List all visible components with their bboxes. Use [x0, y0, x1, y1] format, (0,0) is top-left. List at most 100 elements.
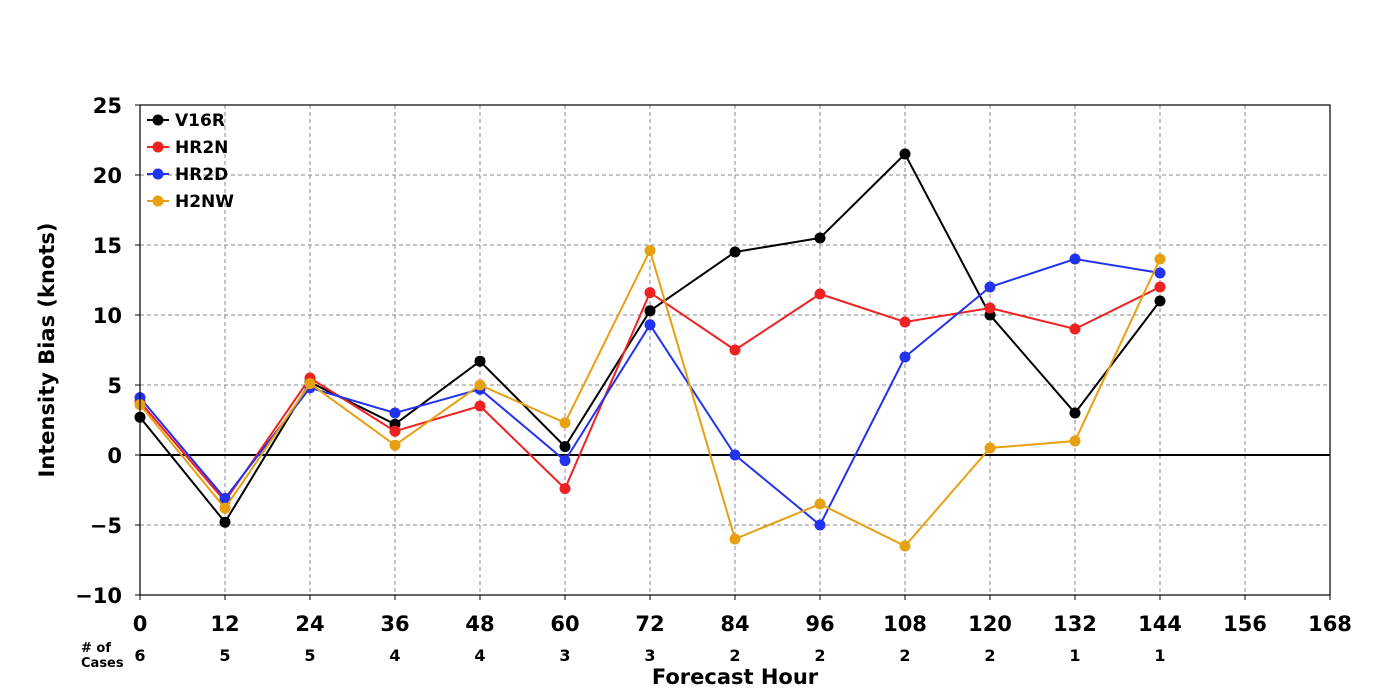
x-tick-label: 84 [720, 612, 749, 636]
case-count: 2 [814, 646, 825, 665]
x-tick-label: 108 [883, 612, 927, 636]
data-point [304, 378, 316, 390]
x-tick-label: 24 [295, 612, 324, 636]
data-point [899, 148, 911, 160]
data-point [559, 417, 571, 429]
x-tick-label: 144 [1138, 612, 1182, 636]
x-tick-label: 96 [805, 612, 834, 636]
x-tick-label: 0 [133, 612, 148, 636]
data-point [219, 492, 231, 504]
x-tick-label: 72 [635, 612, 664, 636]
legend-label: HR2D [175, 165, 228, 185]
x-axis-label: Forecast Hour [652, 665, 819, 689]
x-tick-label: 168 [1308, 612, 1352, 636]
legend-marker [152, 141, 164, 153]
y-tick-label: 15 [93, 234, 122, 258]
data-point [729, 246, 741, 258]
x-tick-label: 120 [968, 612, 1012, 636]
data-point [984, 281, 996, 293]
data-point [389, 425, 401, 437]
data-point [1154, 253, 1166, 265]
y-tick-label: −10 [75, 584, 122, 608]
data-point [899, 540, 911, 552]
data-point [984, 442, 996, 454]
legend-marker [152, 168, 164, 180]
data-point [814, 498, 826, 510]
series-h2nw [134, 245, 1166, 552]
data-point [474, 400, 486, 412]
y-tick-label: 20 [93, 164, 122, 188]
y-tick-label: 0 [107, 444, 122, 468]
data-point [1154, 295, 1166, 307]
data-point [1069, 253, 1081, 265]
data-point [1069, 435, 1081, 447]
legend-entry: HR2D [147, 165, 228, 185]
y-tick-label: 25 [93, 94, 122, 118]
x-tick-label: 60 [550, 612, 579, 636]
legend-label: HR2N [175, 138, 228, 158]
x-tick-label: 36 [380, 612, 409, 636]
data-point [559, 441, 571, 453]
data-point [814, 232, 826, 244]
y-axis-label: Intensity Bias (knots) [35, 223, 59, 478]
case-count: 3 [644, 646, 655, 665]
data-point [644, 305, 656, 317]
x-tick-label: 48 [465, 612, 494, 636]
series-layer [134, 148, 1166, 552]
legend-label: H2NW [175, 192, 234, 212]
data-point [899, 351, 911, 363]
case-count: 1 [1154, 646, 1165, 665]
data-point [984, 302, 996, 314]
case-count: 2 [729, 646, 740, 665]
legend-label: V16R [175, 111, 225, 131]
x-tick-label: 156 [1223, 612, 1267, 636]
data-point [644, 287, 656, 299]
data-point [389, 407, 401, 419]
case-count: 4 [389, 646, 400, 665]
data-point [559, 455, 571, 467]
axis-ticks: 0 12 24 36 48 60 72 84 96 108 120 132 144 156 168 −10 −5… [75, 94, 1352, 636]
legend-entry: H2NW [147, 192, 234, 212]
data-point [559, 483, 571, 495]
data-point [814, 288, 826, 300]
y-tick-label: 5 [107, 374, 122, 398]
legend-entry: V16R [147, 111, 225, 131]
cases-label: # of [81, 641, 111, 656]
data-point [219, 502, 231, 514]
case-count: 6 [134, 646, 145, 665]
case-count: 2 [984, 646, 995, 665]
data-point [389, 439, 401, 451]
case-count: 1 [1069, 646, 1080, 665]
legend-marker [152, 195, 164, 207]
data-point [729, 533, 741, 545]
data-point [644, 245, 656, 257]
grid-lines [140, 105, 1330, 595]
data-point [644, 319, 656, 331]
legend: V16R HR2N HR2D H2NW [147, 111, 234, 212]
x-tick-label: 132 [1053, 612, 1097, 636]
data-point [899, 316, 911, 328]
y-tick-label: −5 [90, 514, 122, 538]
case-count: 4 [474, 646, 485, 665]
case-count: 2 [899, 646, 910, 665]
case-count: 5 [304, 646, 315, 665]
data-point [729, 449, 741, 461]
y-tick-label: 10 [93, 304, 122, 328]
data-point [219, 516, 231, 528]
data-point [814, 519, 826, 531]
legend-marker [152, 114, 164, 126]
data-point [1154, 281, 1166, 293]
data-point [474, 379, 486, 391]
cases-label: Cases [81, 656, 124, 671]
data-point [729, 344, 741, 356]
x-tick-label: 12 [210, 612, 239, 636]
case-count: 3 [559, 646, 570, 665]
data-point [474, 355, 486, 367]
data-point [1154, 267, 1166, 279]
case-count: 5 [219, 646, 230, 665]
data-point [1069, 407, 1081, 419]
data-point [1069, 323, 1081, 335]
